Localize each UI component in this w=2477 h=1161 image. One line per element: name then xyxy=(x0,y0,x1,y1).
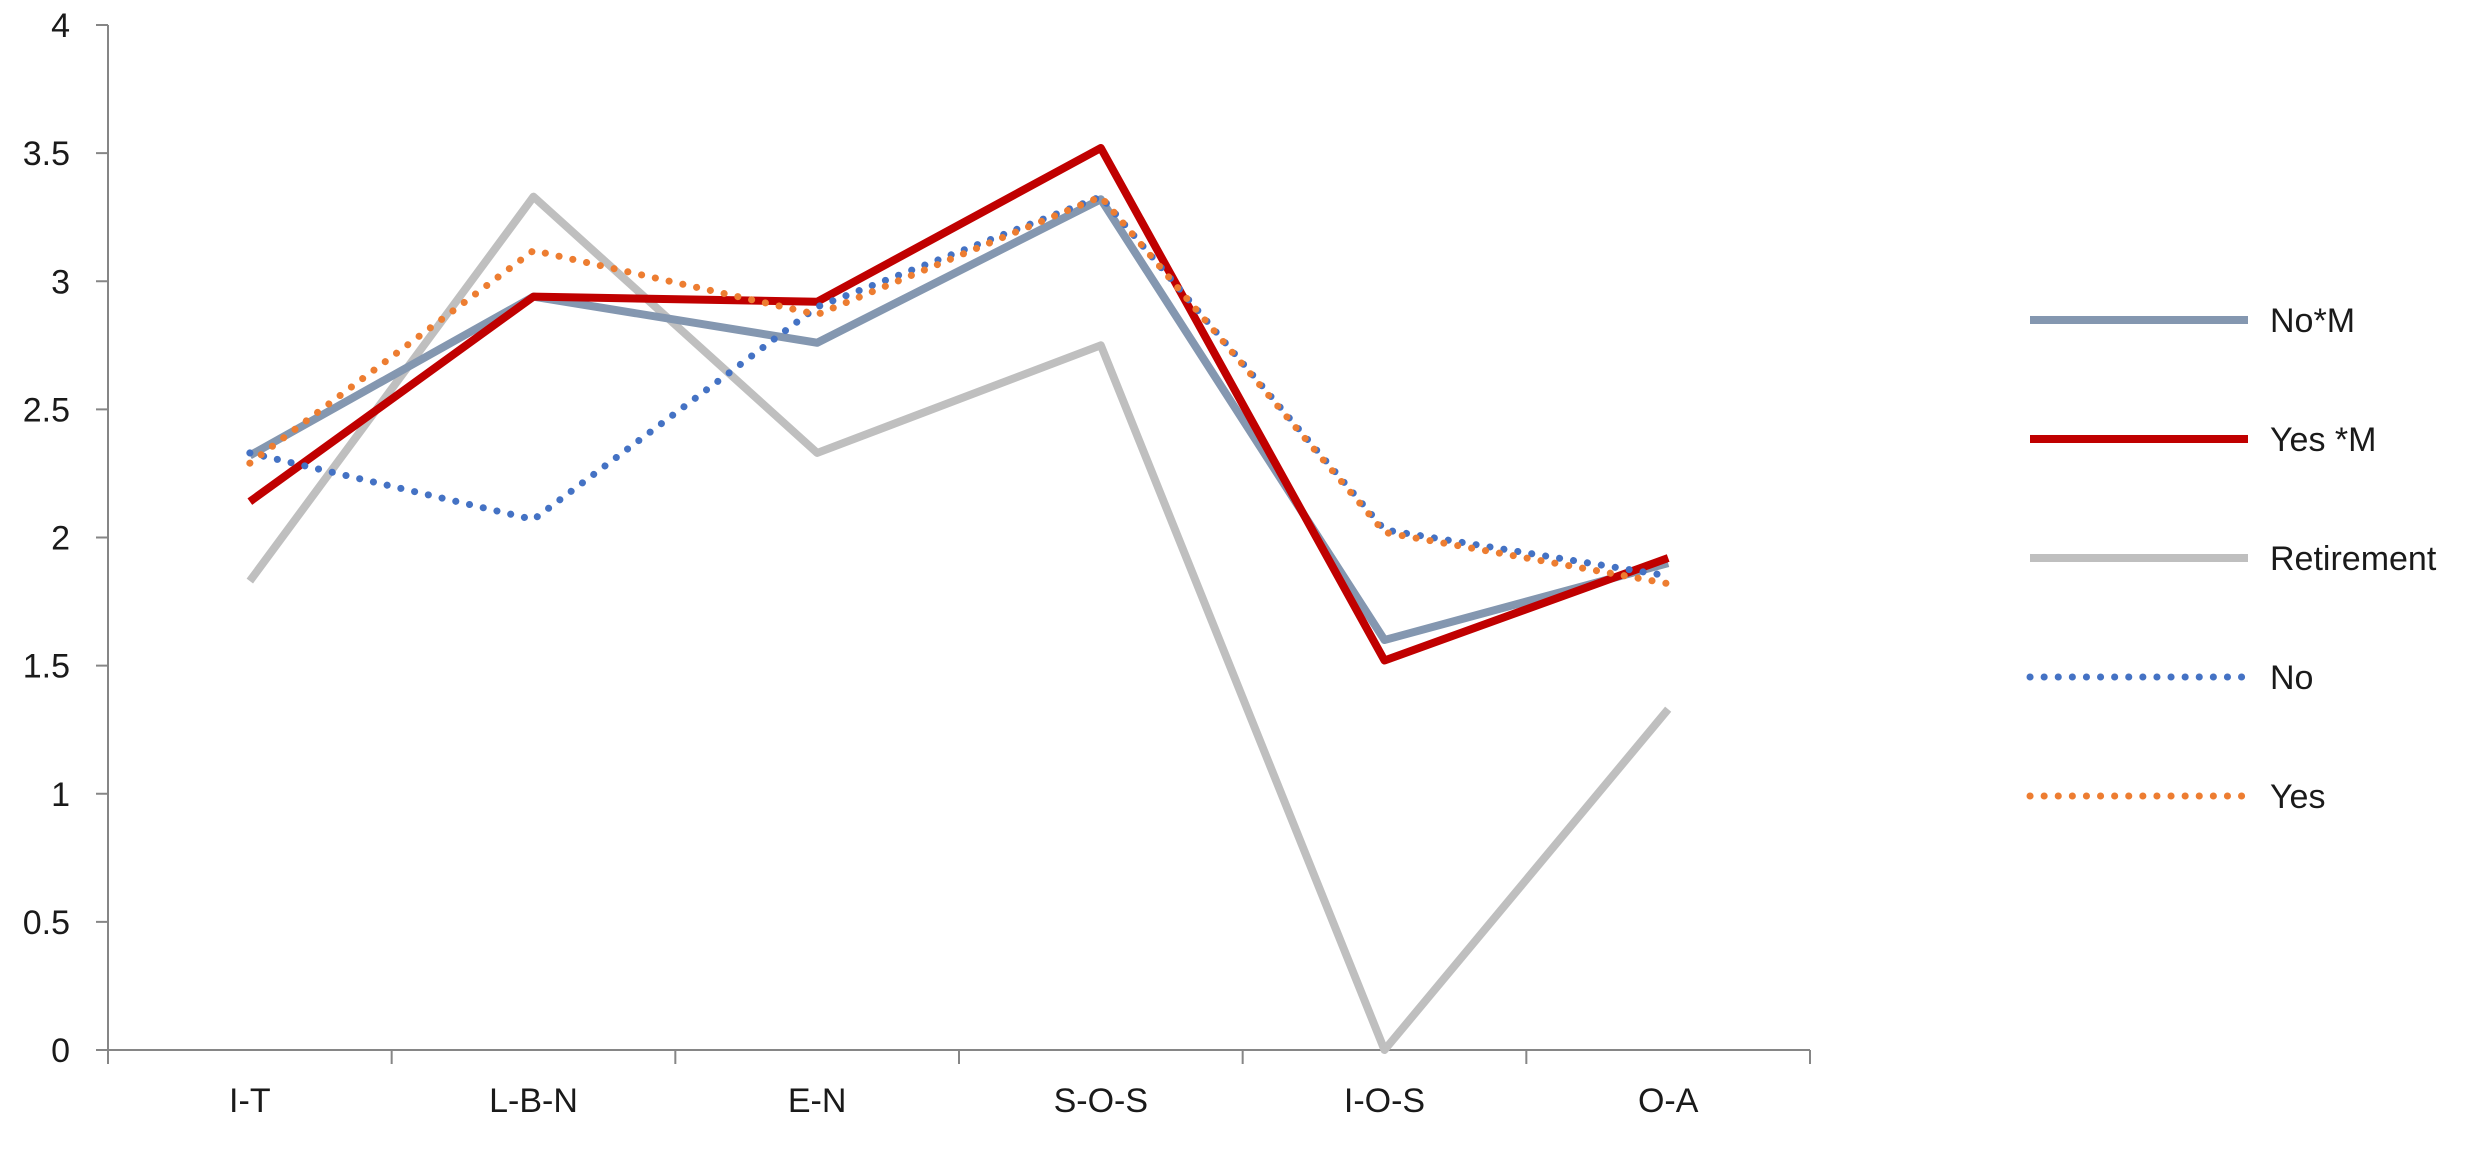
y-tick-label: 3 xyxy=(51,263,70,301)
x-tick-label: L-B-N xyxy=(489,1082,578,1120)
x-axis: I-T L-B-N E-N S-O-S I-O-S O-A xyxy=(107,1049,1811,1120)
legend: No*M Yes *M Retirement No Yes xyxy=(2026,302,2437,816)
y-tick-label: 2 xyxy=(51,520,70,558)
y-tick-label: 0 xyxy=(51,1032,70,1070)
series-line-yes xyxy=(246,193,1672,588)
x-tick-label: E-N xyxy=(788,1082,847,1120)
series-layer xyxy=(246,144,1672,1054)
legend-label-retirement: Retirement xyxy=(2270,540,2437,578)
y-tick-label: 0.5 xyxy=(23,904,70,942)
legend-label-no-m: No*M xyxy=(2270,302,2355,340)
y-tick-label: 2.5 xyxy=(23,391,70,429)
legend-label-yes-m: Yes *M xyxy=(2270,421,2376,459)
x-tick-label: S-O-S xyxy=(1054,1082,1148,1120)
series-line-no-m xyxy=(247,195,1670,644)
x-tick-label: O-A xyxy=(1638,1082,1699,1120)
series-line-no xyxy=(246,193,1672,580)
legend-label-yes: Yes xyxy=(2270,778,2325,816)
legend-label-no: No xyxy=(2270,659,2313,697)
x-tick-label: I-T xyxy=(229,1082,271,1120)
series-line-yes-m xyxy=(247,144,1670,665)
y-tick-label: 1 xyxy=(51,776,70,814)
series-line-retirement xyxy=(246,192,1672,1054)
y-tick-label: 1.5 xyxy=(23,648,70,686)
y-tick-label: 3.5 xyxy=(23,135,70,173)
y-tick-label: 4 xyxy=(51,7,70,45)
x-tick-label: I-O-S xyxy=(1344,1082,1425,1120)
y-axis: 0 0.5 1 1.5 2 2.5 3 3.5 4 xyxy=(23,7,109,1070)
